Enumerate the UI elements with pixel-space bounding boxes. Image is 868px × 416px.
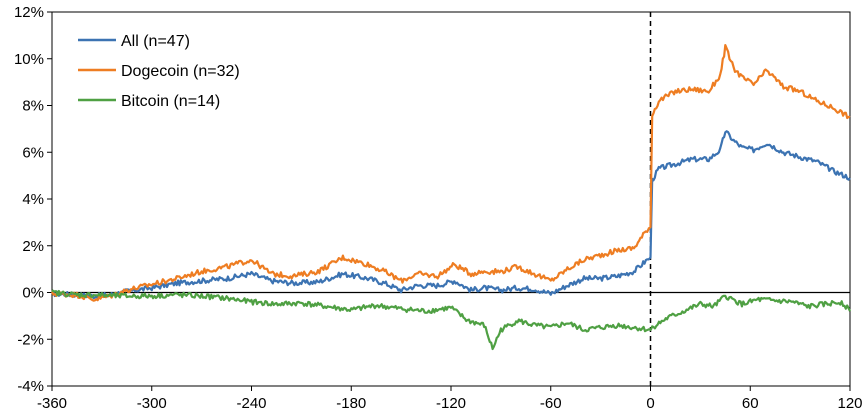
x-tick-label: -240: [236, 395, 266, 412]
x-tick-label: 0: [646, 395, 654, 412]
y-tick-label: 2%: [22, 238, 44, 255]
x-tick-label: -180: [336, 395, 366, 412]
y-tick-label: 10%: [14, 51, 44, 68]
y-tick-label: 4%: [22, 191, 44, 208]
series-line-1: [51, 43, 851, 302]
x-tick-label: -300: [137, 395, 167, 412]
x-tick-label: -60: [540, 395, 562, 412]
series-line-2: [51, 289, 851, 351]
x-tick-label: -360: [37, 395, 67, 412]
y-tick-label: 0%: [22, 285, 44, 302]
y-axis: -4% -2% 0% 2% 4% 6% 8% 10% 12%: [14, 4, 52, 395]
x-tick-label: 120: [837, 395, 862, 412]
y-tick-label: 12%: [14, 4, 44, 21]
y-tick-label: -2%: [17, 331, 44, 348]
y-tick-label: 6%: [22, 144, 44, 161]
series-line-0: [51, 130, 851, 300]
legend-label-2: Bitcoin (n=14): [121, 93, 220, 110]
y-tick-label: 8%: [22, 98, 44, 115]
series-layer: [51, 43, 851, 351]
x-tick-label: -120: [436, 395, 466, 412]
legend-label-1: Dogecoin (n=32): [121, 63, 240, 80]
legend-label-0: All (n=47): [121, 33, 190, 50]
x-tick-label: 60: [742, 395, 759, 412]
x-axis: -360 -300 -240 -180 -120 -60 0 60 120: [37, 386, 863, 412]
y-tick-label: -4%: [17, 378, 44, 395]
legend: All (n=47) Dogecoin (n=32) Bitcoin (n=14): [78, 33, 240, 110]
